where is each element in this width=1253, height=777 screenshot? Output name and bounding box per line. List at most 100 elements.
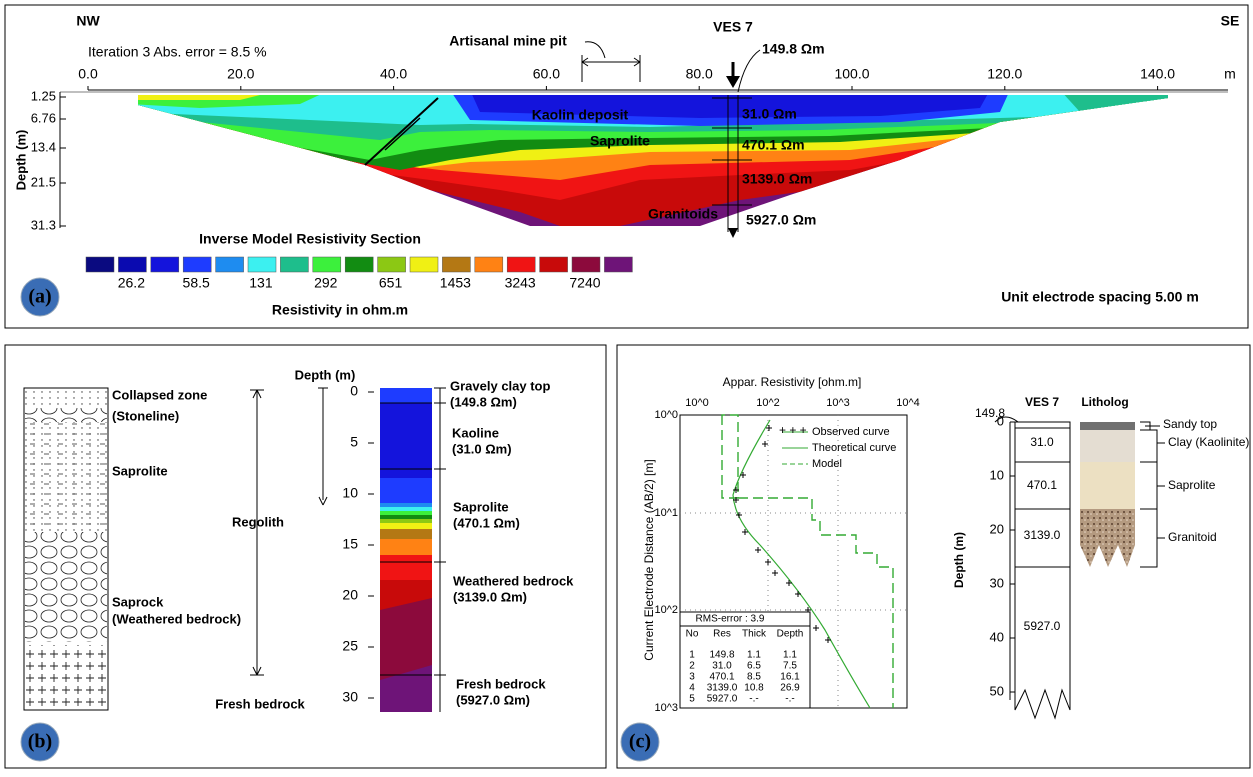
pointer bbox=[584, 41, 606, 59]
log-title: Litholog bbox=[1081, 395, 1128, 409]
layer-resistivity: (31.0 Ωm) bbox=[452, 441, 512, 456]
layer-value: 3139.0 bbox=[1024, 528, 1061, 542]
panel-label: (a) bbox=[28, 286, 51, 308]
table-cell: 7.5 bbox=[783, 661, 797, 672]
depth-tick-label: 25 bbox=[342, 638, 358, 654]
depth-tick-label: 30 bbox=[990, 575, 1004, 590]
table-cell: 3139.0 bbox=[707, 683, 738, 694]
legend-swatch bbox=[118, 256, 147, 273]
x-tick-label: 10^0 bbox=[685, 397, 709, 409]
zone-label: Granitoids bbox=[648, 206, 718, 222]
ves-label: VES 7 bbox=[713, 19, 753, 35]
legend-swatch bbox=[247, 256, 277, 273]
legend-unit: Resistivity in ohm.m bbox=[272, 302, 408, 318]
depth-tick-label: 5 bbox=[350, 434, 358, 450]
direction-label: NW bbox=[76, 13, 100, 29]
legend-swatch bbox=[539, 256, 568, 273]
layer-resistivity: 31.0 Ωm bbox=[742, 106, 797, 122]
panel-badge bbox=[20, 277, 60, 317]
table-cell: 26.9 bbox=[780, 683, 800, 694]
layer-name: Kaoline bbox=[452, 425, 499, 440]
distance-tick-label: 100.0 bbox=[834, 66, 869, 82]
table-cell: 16.1 bbox=[780, 672, 800, 683]
y-tick-label: 10^3 bbox=[654, 702, 678, 714]
depth-tick-label: 31.3 bbox=[31, 217, 56, 232]
top-value: 149.8 bbox=[975, 406, 1005, 420]
depth-tick-label: 30 bbox=[342, 689, 358, 705]
theoretical-curve bbox=[732, 419, 871, 709]
table-cell: 2 bbox=[689, 661, 695, 672]
table-cell: 1.1 bbox=[783, 650, 797, 661]
distance-tick-label: 0.0 bbox=[78, 66, 98, 82]
layer-name: Saprolite bbox=[453, 499, 509, 514]
zone-label: Kaolin deposit bbox=[532, 107, 629, 123]
legend-entry: Observed curve bbox=[812, 426, 890, 438]
distance-tick-label: 60.0 bbox=[533, 66, 560, 82]
collapsed-zone bbox=[25, 389, 107, 407]
resistivity-column bbox=[380, 388, 432, 712]
rms-label: RMS-error : 3.9 bbox=[696, 614, 765, 625]
ves-column bbox=[1014, 421, 1071, 720]
legend-swatch bbox=[506, 256, 536, 273]
legend-value: 7240 bbox=[569, 275, 600, 291]
unit-label: Granitoid bbox=[1168, 530, 1217, 544]
table-cell: 1 bbox=[689, 650, 695, 661]
legend-value: 1453 bbox=[440, 275, 471, 291]
axis-title: Appar. Resistivity [ohm.m] bbox=[723, 375, 862, 389]
table-cell: 5 bbox=[689, 694, 695, 705]
legend-swatch bbox=[409, 256, 439, 273]
depth-tick-label: 40 bbox=[990, 629, 1004, 644]
layer-boundaries bbox=[380, 402, 432, 676]
fault-line bbox=[364, 97, 439, 166]
legend-swatch bbox=[215, 256, 244, 273]
rms-box bbox=[679, 611, 811, 709]
table-header: Res bbox=[713, 629, 731, 640]
legend-swatch bbox=[150, 256, 180, 273]
layer-value: 31.0 bbox=[1030, 435, 1054, 449]
spacing-note: Unit electrode spacing 5.00 m bbox=[1001, 289, 1199, 305]
axis-title: Depth (m) bbox=[295, 367, 356, 382]
zone-label: Saprolite bbox=[590, 133, 650, 149]
table-cell: 8.5 bbox=[747, 672, 761, 683]
depth-tick-label: 50 bbox=[990, 683, 1004, 698]
regolith-bracket bbox=[250, 389, 264, 676]
depth-tick-label: 20 bbox=[990, 521, 1004, 536]
layer-resistivity: 3139.0 Ωm bbox=[742, 171, 812, 187]
direction-label: SE bbox=[1221, 13, 1240, 29]
panel-label: (b) bbox=[28, 731, 52, 753]
table-cell: -.- bbox=[749, 694, 758, 705]
profile-label: Fresh bedrock bbox=[215, 696, 305, 711]
distance-tick-label: 140.0 bbox=[1140, 66, 1175, 82]
table-cell: 10.8 bbox=[744, 683, 764, 694]
ves-arrow bbox=[728, 228, 738, 238]
legend-swatch bbox=[182, 256, 212, 273]
ves-arrow bbox=[726, 76, 740, 88]
layer-bracket bbox=[434, 387, 446, 712]
depth-tick-label: 13.4 bbox=[31, 139, 56, 154]
sandy-top bbox=[1080, 422, 1135, 430]
axis-unit: m bbox=[1224, 66, 1236, 82]
legend-value: 651 bbox=[379, 275, 403, 291]
legend-value: 292 bbox=[314, 275, 338, 291]
distance-tick-label: 120.0 bbox=[987, 66, 1022, 82]
legend-swatch bbox=[604, 256, 633, 273]
legend-value: 131 bbox=[249, 275, 273, 291]
panel-frame bbox=[4, 344, 607, 769]
layer-resistivity: 5927.0 Ωm bbox=[746, 212, 816, 228]
table-cell: 6.5 bbox=[747, 661, 761, 672]
x-tick-label: 10^4 bbox=[896, 397, 920, 409]
pointer bbox=[994, 416, 1019, 423]
clay-layer bbox=[1080, 430, 1135, 462]
table-header: No bbox=[686, 629, 699, 640]
layer-value: 470.1 bbox=[1027, 478, 1057, 492]
annotation: 149.8 Ωm bbox=[762, 41, 825, 57]
profile-label: (Stoneline) bbox=[112, 408, 179, 423]
y-tick-label: 10^0 bbox=[654, 409, 678, 421]
layer-resistivity: 470.1 Ωm bbox=[742, 137, 805, 153]
profile-label: Saprolite bbox=[112, 463, 168, 478]
depth-tick-label: 1.25 bbox=[31, 88, 56, 103]
pit-extent bbox=[581, 55, 641, 82]
table-header: Depth bbox=[777, 629, 804, 640]
depth-arrow bbox=[318, 387, 328, 506]
legend-title: Inverse Model Resistivity Section bbox=[199, 231, 421, 247]
